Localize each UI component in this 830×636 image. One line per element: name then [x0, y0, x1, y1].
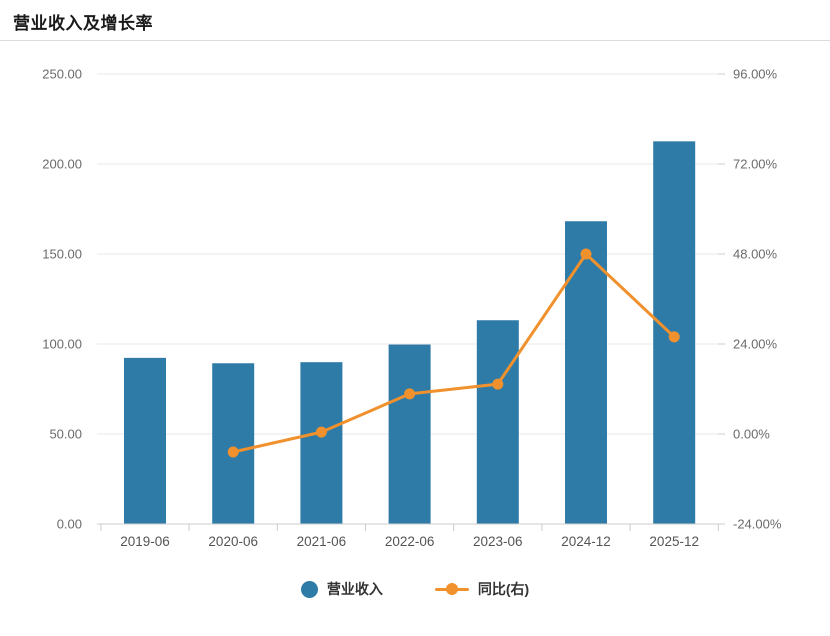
yoy-line	[231, 252, 676, 454]
x-axis-label-2019-06: 2019-06	[120, 534, 170, 549]
right-axis-tick-label: 24.00%	[733, 337, 778, 352]
legend-item-revenue[interactable]: 营业收入	[300, 579, 383, 599]
right-axis-tick-label: 96.00%	[733, 67, 778, 82]
left-axis-tick-label: 100.00	[42, 337, 82, 352]
right-axis-tick-label: -24.00%	[733, 517, 782, 532]
x-axis-label-2024-12: 2024-12	[561, 534, 611, 549]
title-divider	[0, 40, 830, 41]
chart-canvas[interactable]: 0.00 -24.00% 50.00 0.00% 100.00 24.00% 150.00 4…	[0, 0, 830, 570]
yoy-point-2022-06[interactable]	[404, 388, 416, 400]
left-axis-tick-label: 150.00	[42, 247, 82, 262]
legend-label-revenue: 营业收入	[326, 581, 383, 597]
yoy-point-2021-06[interactable]	[315, 426, 327, 438]
yoy-point-2023-06[interactable]	[492, 378, 504, 390]
yoy-line-dot-icon	[434, 583, 469, 595]
x-axis-label-2025-12: 2025-12	[649, 534, 699, 549]
right-axis-tick-label: 48.00%	[733, 247, 778, 262]
legend-label-yoy: 同比(右)	[477, 581, 530, 597]
right-axis-tick-label: 0.00%	[733, 427, 770, 442]
legend: 营业收入 同比(右)	[0, 574, 830, 604]
left-axis-tick-label: 0.00	[57, 517, 82, 532]
bar-2023-06[interactable]	[476, 320, 519, 524]
left-axis-tick-label: 250.00	[42, 67, 82, 82]
bar-2019-06[interactable]	[124, 357, 166, 524]
bar-2022-06[interactable]	[388, 344, 431, 524]
bar-2024-12[interactable]	[565, 221, 607, 525]
yoy-dot-icon	[445, 583, 458, 595]
yoy-point-2020-06[interactable]	[227, 446, 239, 458]
yoy-point-2024-12[interactable]	[580, 248, 592, 260]
bar-2021-06[interactable]	[300, 362, 343, 524]
left-axis-tick-label: 200.00	[42, 157, 82, 172]
x-axis-label-2021-06: 2021-06	[297, 534, 347, 549]
x-axis-label-2020-06: 2020-06	[208, 534, 258, 549]
revenue-circle-icon	[300, 580, 318, 598]
x-axis-label-2022-06: 2022-06	[385, 534, 435, 549]
right-axis-tick-label: 72.00%	[733, 157, 778, 172]
left-axis-tick-label: 50.00	[49, 427, 82, 442]
bar-2020-06[interactable]	[212, 363, 255, 524]
yoy-point-2025-12[interactable]	[668, 331, 680, 343]
x-axis-label-2023-06: 2023-06	[473, 534, 523, 549]
chart-title: 营业收入及增长率	[13, 14, 153, 33]
legend-item-yoy[interactable]: 同比(右)	[434, 579, 530, 599]
